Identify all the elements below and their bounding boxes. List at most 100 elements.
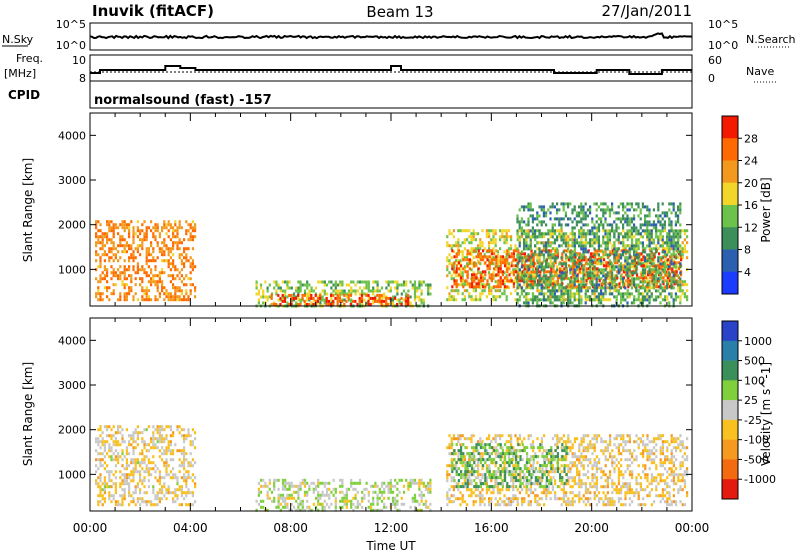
heatmap-cell xyxy=(452,488,455,492)
heatmap-cell xyxy=(180,262,183,266)
heatmap-cell xyxy=(672,238,675,242)
heatmap-cell xyxy=(538,250,541,254)
heatmap-cell xyxy=(169,458,172,462)
heatmap-cell xyxy=(455,279,458,283)
heatmap-cell xyxy=(507,235,510,239)
heatmap-cell xyxy=(95,295,98,299)
heatmap-cell xyxy=(672,301,675,305)
heatmap-cell xyxy=(481,289,484,293)
heatmap-cell xyxy=(161,253,164,257)
heatmap-cell xyxy=(470,238,473,242)
heatmap-cell xyxy=(603,264,606,268)
heatmap-cell xyxy=(461,241,464,245)
heatmap-cell xyxy=(596,267,599,271)
heatmap-cell xyxy=(523,208,526,212)
heatmap-cell xyxy=(627,285,630,289)
heatmap-cell xyxy=(591,262,594,266)
heatmap-cell xyxy=(578,229,581,233)
heatmap-cell xyxy=(604,208,607,212)
heatmap-cell xyxy=(450,277,453,281)
heatmap-cell xyxy=(575,238,578,242)
heatmap-cell xyxy=(101,440,104,444)
heatmap-cell xyxy=(542,208,545,212)
heatmap-cell xyxy=(266,298,269,302)
heatmap-cell xyxy=(622,283,625,287)
heatmap-cell xyxy=(172,247,175,251)
heatmap-cell xyxy=(660,264,663,268)
heatmap-cell xyxy=(345,490,348,494)
heatmap-cell xyxy=(613,289,616,293)
heatmap-cell xyxy=(517,258,520,262)
heatmap-cell xyxy=(657,238,660,242)
heatmap-cell xyxy=(106,280,109,284)
heatmap-cell xyxy=(503,235,506,239)
heatmap-cell xyxy=(147,253,150,257)
heatmap-cell xyxy=(677,217,680,221)
heatmap-cell xyxy=(537,279,540,283)
heatmap-cell xyxy=(332,283,335,287)
heatmap-cell xyxy=(580,283,583,287)
heatmap-cell xyxy=(496,262,499,266)
heatmap-cell xyxy=(635,286,638,290)
heatmap-cell xyxy=(560,286,563,290)
heatmap-cell xyxy=(615,250,618,254)
heatmap-cell xyxy=(560,298,563,302)
heatmap-cell xyxy=(310,293,313,297)
heatmap-cell xyxy=(459,250,462,254)
heatmap-cell xyxy=(103,235,106,239)
heatmap-cell xyxy=(347,296,350,300)
heatmap-cell xyxy=(525,235,528,239)
heatmap-cell xyxy=(268,283,271,287)
heatmap-cell xyxy=(613,220,616,224)
heatmap-cell xyxy=(630,280,633,284)
heatmap-cell xyxy=(608,253,611,257)
heatmap-cell xyxy=(520,226,523,230)
heatmap-cell xyxy=(312,298,315,302)
heatmap-cell xyxy=(494,295,497,299)
heatmap-cell xyxy=(156,440,159,444)
heatmap-cell xyxy=(578,301,581,305)
heatmap-cell xyxy=(646,262,649,266)
heatmap-cell xyxy=(332,493,335,497)
heatmap-cell xyxy=(492,229,495,233)
heatmap-cell xyxy=(299,280,302,284)
heatmap-cell xyxy=(669,258,672,262)
heatmap-cell xyxy=(156,226,159,230)
heatmap-cell xyxy=(461,274,464,278)
heatmap-cell xyxy=(556,298,559,302)
heatmap-cell xyxy=(545,280,548,284)
heatmap-cell xyxy=(308,302,311,306)
heatmap-cell xyxy=(635,238,638,242)
heatmap-cell xyxy=(128,503,131,507)
heatmap-cell xyxy=(172,253,175,257)
heatmap-cell xyxy=(376,496,379,500)
heatmap-cell xyxy=(525,277,528,281)
heatmap-cell xyxy=(473,285,476,289)
heatmap-cell xyxy=(461,292,464,296)
heatmap-cell xyxy=(471,282,474,286)
heatmap-cell xyxy=(147,458,150,462)
heatmap-cell xyxy=(130,247,133,251)
heatmap-cell xyxy=(626,223,629,227)
heatmap-cell xyxy=(405,292,408,296)
heatmap-cell xyxy=(97,289,100,293)
heatmap-cell xyxy=(158,488,161,492)
heatmap-cell xyxy=(470,247,473,251)
heatmap-cell xyxy=(145,253,148,257)
heatmap-cell xyxy=(668,238,671,242)
heatmap-cell xyxy=(273,478,276,482)
heatmap-cell xyxy=(356,502,359,506)
heatmap-cell xyxy=(450,485,453,489)
heatmap-cell xyxy=(297,505,300,509)
heatmap-cell xyxy=(663,226,666,230)
heatmap-cell xyxy=(506,270,509,274)
heatmap-cell xyxy=(117,500,120,504)
heatmap-cell xyxy=(189,256,192,260)
heatmap-cell xyxy=(479,252,482,256)
heatmap-cell xyxy=(504,276,507,280)
heatmap-cell xyxy=(389,280,392,284)
heatmap-cell xyxy=(152,226,155,230)
heatmap-cell xyxy=(152,280,155,284)
heatmap-cell xyxy=(549,217,552,221)
heatmap-cell xyxy=(103,476,106,480)
